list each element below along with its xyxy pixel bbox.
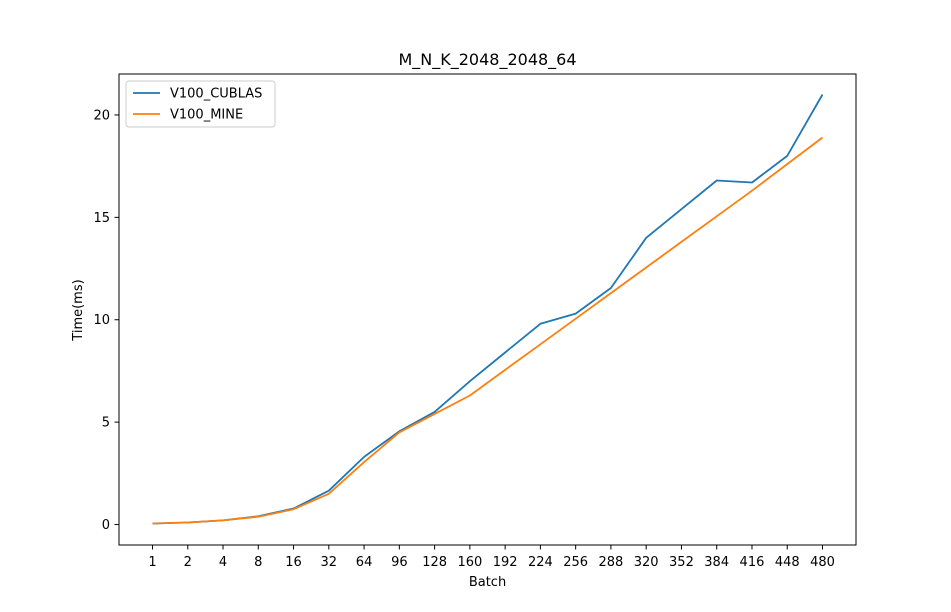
x-tick-label: 16 xyxy=(285,555,302,570)
x-tick-label: 288 xyxy=(599,555,624,570)
x-tick-label: 128 xyxy=(422,555,447,570)
legend-entry: V100_CUBLAS xyxy=(170,87,262,102)
x-tick-label: 4 xyxy=(219,555,227,570)
x-tick-label: 320 xyxy=(634,555,659,570)
x-tick-label: 96 xyxy=(391,555,408,570)
x-tick-label: 192 xyxy=(493,555,518,570)
legend: V100_CUBLAS V100_MINE xyxy=(125,80,276,128)
x-tick-label: 224 xyxy=(528,555,553,570)
plot-area: 1 2 4 8 16 32 64 96 128 160 192 224 256 288 320 352 384 4… xyxy=(93,73,857,570)
y-tick-label: 20 xyxy=(93,108,110,123)
x-tick-label: 384 xyxy=(704,555,729,570)
x-tick-label: 416 xyxy=(740,555,765,570)
y-tick-label: 15 xyxy=(93,211,110,226)
x-tick-label: 1 xyxy=(148,555,156,570)
y-tick-label: 0 xyxy=(102,518,110,533)
y-tick-label: 10 xyxy=(93,313,110,328)
x-tick-label: 480 xyxy=(810,555,835,570)
x-tick-label: 256 xyxy=(563,555,588,570)
y-tick-label: 5 xyxy=(102,416,110,431)
chart-title: M_N_K_2048_2048_64 xyxy=(398,50,576,70)
x-axis-label: Batch xyxy=(469,575,506,590)
series-line-v100-cublas xyxy=(152,94,824,525)
y-axis-label: Time(ms) xyxy=(71,279,86,341)
x-tick-label: 64 xyxy=(356,555,373,570)
series-line-v100-mine xyxy=(152,136,824,525)
plot-frame xyxy=(118,73,857,546)
legend-box xyxy=(125,80,276,128)
x-tick-label: 2 xyxy=(184,555,192,570)
x-tick-label: 352 xyxy=(669,555,694,570)
x-tick-label: 160 xyxy=(457,555,482,570)
legend-entry: V100_MINE xyxy=(170,108,243,123)
x-tick-label: 8 xyxy=(254,555,262,570)
x-tick-label: 448 xyxy=(775,555,800,570)
x-tick-label: 32 xyxy=(321,555,338,570)
